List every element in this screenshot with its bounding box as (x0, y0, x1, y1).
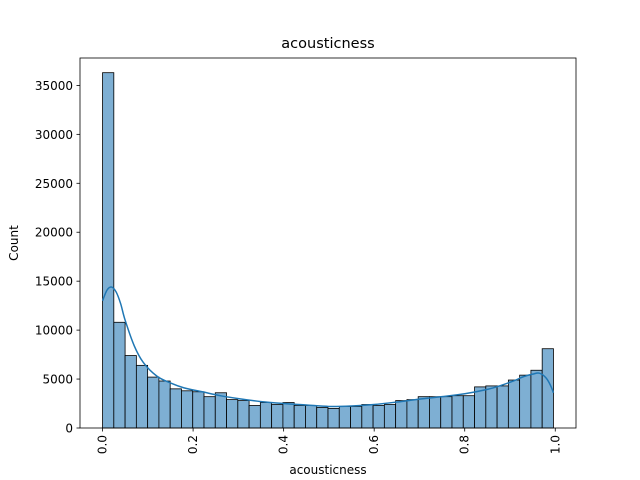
histogram-bar (259, 402, 273, 429)
y-tick-label: 25000 (35, 177, 73, 191)
histogram-bar (316, 407, 329, 429)
histogram-bar (474, 386, 487, 429)
kde-curve (101, 286, 555, 408)
histogram-bar (124, 355, 137, 429)
y-axis-ticks: 0 5000 10000 15000 20000 25000 30000 35000 (35, 79, 80, 436)
histogram-bar (372, 405, 385, 429)
histogram-bar (338, 406, 351, 429)
histogram-bar (305, 405, 318, 429)
x-axis-label: acousticness (289, 463, 366, 477)
y-tick-label: 20000 (35, 226, 73, 240)
histogram-bar (113, 321, 126, 429)
histogram-bar (192, 391, 205, 429)
y-tick-label: 35000 (35, 79, 73, 93)
histogram-bar (383, 404, 397, 429)
x-tick-label: 0.0 (96, 435, 110, 454)
histogram-bar (102, 72, 115, 429)
y-tick-label: 15000 (35, 275, 73, 289)
histogram-bar (406, 399, 419, 429)
y-tick-label: 5000 (42, 373, 73, 387)
x-axis-ticks: 0.0 0.2 0.4 0.6 0.8 1.0 (96, 428, 562, 454)
histogram-bar (271, 404, 284, 429)
histogram-bar (429, 396, 442, 429)
y-tick-label: 0 (65, 422, 73, 436)
histogram-bar (507, 379, 521, 429)
histogram-bar (530, 369, 543, 429)
histogram-bars (102, 72, 554, 429)
chart-title: acousticness (281, 36, 374, 52)
histogram-bar (350, 406, 363, 429)
histogram-bar (181, 390, 194, 429)
histogram-bar (451, 395, 464, 429)
histogram-bar (147, 376, 160, 429)
y-axis-label: Count (7, 225, 21, 261)
histogram-bar (169, 388, 182, 429)
histogram-bar (519, 374, 532, 429)
histogram-bar (485, 385, 498, 429)
histogram-bar (440, 396, 453, 429)
histogram-bar (226, 399, 239, 429)
histogram-bar (135, 364, 149, 429)
histogram-bar (361, 404, 374, 429)
histogram-bar (417, 396, 430, 429)
histogram-bar (293, 405, 306, 429)
y-tick-label: 30000 (35, 128, 73, 142)
histogram-bar (158, 380, 171, 429)
plot-frame (79, 57, 577, 429)
x-tick-label: 1.0 (548, 435, 562, 454)
histogram-bar (203, 396, 216, 429)
histogram-bar (395, 400, 408, 429)
histogram-bar (214, 392, 227, 429)
histogram-bar (462, 395, 475, 429)
histogram-bar (282, 402, 295, 429)
x-tick-label: 0.8 (458, 435, 472, 454)
x-tick-label: 0.6 (367, 435, 381, 454)
x-tick-label: 0.4 (277, 435, 291, 454)
histogram-bar (237, 400, 250, 429)
y-tick-label: 10000 (35, 324, 73, 338)
histogram-bar (327, 408, 340, 429)
x-tick-label: 0.2 (186, 435, 200, 454)
histogram-bar (248, 405, 261, 429)
histogram-bar (496, 385, 509, 429)
